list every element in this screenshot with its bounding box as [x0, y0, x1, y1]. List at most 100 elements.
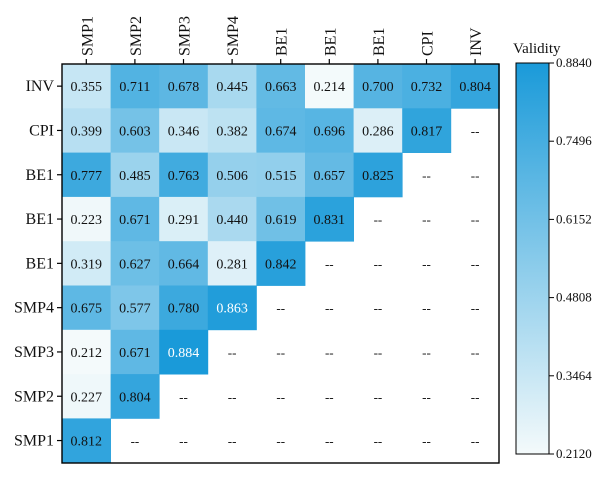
x-tick-label: SMP2: [128, 16, 145, 56]
heatmap-cell: [110, 329, 160, 375]
empty-cell-label: --: [325, 389, 334, 404]
heatmap-cell: [305, 196, 354, 242]
heatmap-cell: [207, 241, 257, 286]
empty-cell-label: --: [325, 301, 334, 316]
heatmap-cell: [110, 374, 160, 419]
cell-value-label: 0.227: [71, 390, 103, 405]
cell-value-label: 0.817: [411, 124, 443, 139]
cell-value-label: 0.675: [71, 302, 103, 317]
empty-cell-label: --: [228, 345, 237, 360]
heatmap-cell: [256, 64, 306, 109]
x-tick-label: SMP1: [79, 16, 96, 56]
cell-value-label: 0.506: [216, 169, 248, 184]
cell-value-label: 0.674: [265, 124, 297, 139]
cell-value-label: 0.445: [216, 80, 248, 95]
cell-value-label: 0.842: [265, 257, 297, 272]
colorbar-gradient: [515, 62, 550, 455]
cell-value-label: 0.355: [71, 80, 103, 95]
heatmap-cell: [450, 64, 500, 109]
empty-cell-label: --: [422, 434, 431, 449]
heatmap-cell: [305, 108, 354, 153]
empty-cell-label: --: [276, 345, 285, 360]
cell-value-label: 0.440: [216, 213, 248, 228]
y-tick-label: SMP4: [14, 300, 54, 317]
cell-value-label: 0.515: [265, 169, 297, 184]
y-tick-label: INV: [26, 78, 55, 95]
heatmap-cell: [62, 329, 111, 375]
cell-value-label: 0.399: [71, 124, 103, 139]
x-tick-label: INV: [468, 27, 485, 56]
empty-cell-label: --: [374, 345, 383, 360]
heatmap-cell: [110, 64, 160, 109]
heatmap-cells: 0.355 0.711 0.678 0.445 0.663 0.214 0.700 0.732…: [62, 64, 500, 464]
empty-cell-label: --: [471, 212, 480, 227]
heatmap-cell: [256, 241, 306, 286]
cell-value-label: 0.346: [168, 124, 200, 139]
cell-value-label: 0.223: [71, 213, 103, 228]
heatmap-cell: [353, 64, 403, 109]
heatmap-cell: [62, 196, 111, 242]
y-tick-label: SMP1: [14, 433, 54, 450]
empty-cell-label: --: [374, 301, 383, 316]
x-axis-labels: SMP1 SMP2 SMP3 SMP4 BE1 BE1 BE1 CPI INV: [79, 16, 485, 64]
cell-value-label: 0.777: [71, 169, 103, 184]
cell-value-label: 0.619: [265, 213, 297, 228]
heatmap-cell: [62, 152, 111, 198]
empty-cell-label: --: [179, 434, 188, 449]
heatmap-cell: [305, 64, 354, 109]
y-axis-labels: INV CPI BE1 BE1 BE1 SMP4 SMP3 SMP2 SMP1: [14, 78, 62, 450]
heatmap-cell: [62, 108, 111, 153]
empty-cell-label: --: [422, 212, 431, 227]
x-tick-label: BE1: [274, 28, 291, 56]
x-tick-label: BE1: [371, 28, 388, 56]
y-tick-label: SMP2: [14, 388, 54, 405]
empty-cell-label: --: [374, 434, 383, 449]
empty-cell-label: --: [276, 389, 285, 404]
empty-cell-label: --: [179, 389, 188, 404]
cell-value-label: 0.732: [411, 80, 443, 95]
empty-cell-label: --: [422, 168, 431, 183]
empty-cell-label: --: [228, 434, 237, 449]
heatmap-cell: [62, 374, 111, 419]
cell-value-label: 0.627: [119, 257, 151, 272]
heatmap-cell: [62, 418, 111, 464]
cell-value-label: 0.780: [168, 302, 200, 317]
empty-cell-label: --: [228, 389, 237, 404]
cell-value-label: 0.577: [119, 302, 151, 317]
cell-value-label: 0.825: [362, 169, 394, 184]
colorbar-tick-label: 0.6152: [556, 211, 592, 226]
empty-cell-label: --: [471, 301, 480, 316]
cell-value-label: 0.671: [119, 346, 151, 361]
cell-value-label: 0.319: [71, 257, 103, 272]
empty-cell-label: --: [471, 123, 480, 138]
heatmap-cell: [110, 108, 160, 153]
heatmap-cell: [207, 108, 257, 153]
y-tick-label: BE1: [26, 255, 54, 272]
y-tick-label: BE1: [26, 167, 54, 184]
cell-value-label: 0.812: [71, 435, 103, 450]
colorbar-tick-label: 0.4808: [556, 290, 592, 305]
empty-cell-label: --: [325, 256, 334, 271]
empty-cell-label: --: [374, 389, 383, 404]
heatmap-cell: [110, 152, 160, 198]
empty-cell-label: --: [374, 212, 383, 227]
heatmap-cell: [207, 152, 257, 198]
colorbar: Validity 0.88400.74960.61520.48080.34640…: [513, 41, 592, 461]
cell-value-label: 0.485: [119, 169, 151, 184]
colorbar-ticks: 0.8840 0.7496 0.6152 0.4808 0.3464 0.2120: [549, 55, 592, 461]
heatmap-cell: [159, 64, 209, 109]
colorbar-tick-label: 0.2120: [556, 446, 592, 461]
empty-cell-label: --: [471, 345, 480, 360]
cell-value-label: 0.831: [314, 213, 346, 228]
cell-value-label: 0.382: [216, 124, 248, 139]
heatmap-cell: [159, 241, 209, 286]
x-tick-label: CPI: [420, 31, 437, 56]
empty-cell-label: --: [422, 301, 431, 316]
y-tick-label: CPI: [29, 122, 54, 139]
colorbar-label: Validity: [513, 41, 561, 57]
heatmap-cell: [110, 196, 160, 242]
cell-value-label: 0.291: [168, 213, 200, 228]
y-tick-label: BE1: [26, 211, 54, 228]
empty-cell-label: --: [422, 256, 431, 271]
